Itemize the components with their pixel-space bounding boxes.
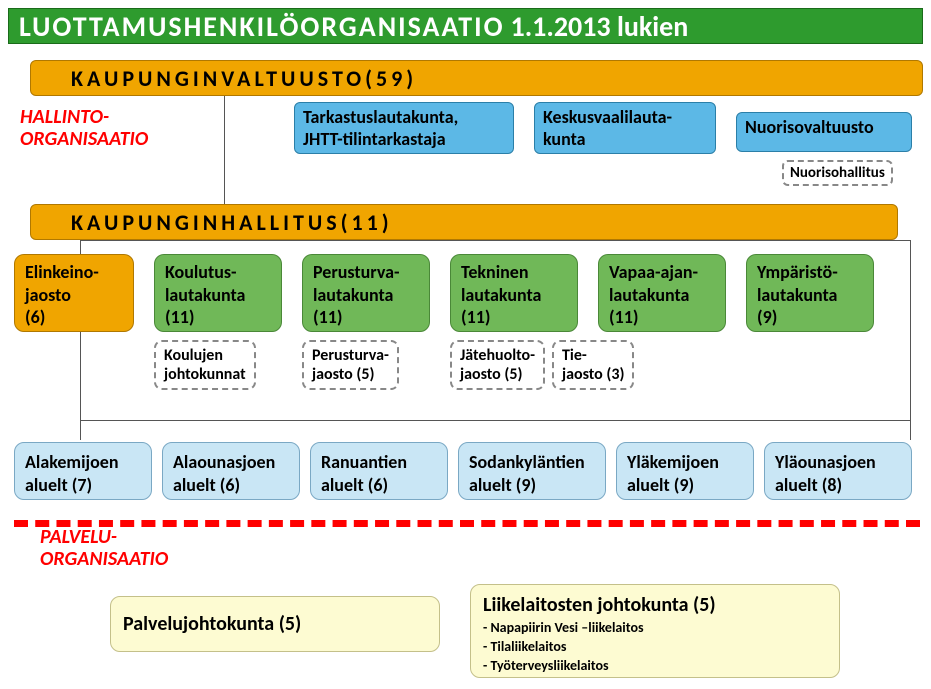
title-tail: 1.1.2013 lukien — [511, 9, 689, 44]
title-main: LUOTTAMUSHENKILÖORGANISAATIO — [19, 9, 505, 44]
tarkastuslautakunta: Tarkastuslautakunta, JHTT-tilintarkastaj… — [294, 102, 514, 154]
aluelt-row: Alakemijoen aluelt (7) Alaounasjoen alue… — [14, 442, 912, 500]
nuorisohallitus: Nuorisohallitus — [782, 160, 893, 186]
ranuantien: Ranuantien aluelt (6) — [310, 442, 448, 500]
alakemijoen: Alakemijoen aluelt (7) — [14, 442, 152, 500]
tiejaosto: Tie- jaosto (3) — [552, 340, 634, 390]
liikelaitos-item-0: - Napapiirin Vesi –liikelaitos — [483, 619, 827, 636]
line — [80, 240, 910, 241]
sodankylantien: Sodankyläntien aluelt (9) — [458, 442, 606, 500]
keskusvaalilautakunta: Keskusvaalilauta- kunta — [534, 102, 716, 154]
valtuusto-label: KAUPUNGINVALTUUSTO(59) — [71, 65, 417, 92]
liikelaitos-item-2: - Työterveysliikelaitos — [483, 657, 827, 674]
palvelu-label: PALVELU- ORGANISAATIO — [40, 526, 168, 570]
liikelaitos-title: Liikelaitosten johtokunta (5) — [483, 593, 827, 617]
hallinto-label: HALLINTO- ORGANISAATIO — [20, 106, 148, 150]
tekninen-lautakunta: Tekninen lautakunta (11) — [450, 254, 578, 332]
perusturvajaosto: Perusturva- jaosto (5) — [302, 340, 399, 390]
ylaounasjoen: Yläounasjoen aluelt (8) — [764, 442, 912, 500]
nuorisovaltuusto: Nuorisovaltuusto — [736, 112, 912, 152]
line — [224, 96, 225, 204]
palvelujohtokunta: Palvelujohtokunta (5) — [110, 596, 440, 652]
kaupunginhallitus: KAUPUNGINHALLITUS(11) — [30, 204, 898, 240]
vapaa-ajan-lautakunta: Vapaa-ajan- lautakunta (11) — [598, 254, 726, 332]
hallitus-label: KAUPUNGINHALLITUS(11) — [71, 209, 393, 236]
main-boxes-row: Elinkeino- jaosto (6) Koulutus- lautakun… — [14, 254, 874, 332]
liikelaitos-item-1: - Tilaliikelaitos — [483, 638, 827, 655]
line — [910, 240, 911, 440]
jatehuoltojaosto: Jätehuolto- jaosto (5) — [450, 340, 545, 390]
liikelaitosten-johtokunta: Liikelaitosten johtokunta (5) - Napapiir… — [470, 584, 840, 678]
palvelujohtokunta-label: Palvelujohtokunta (5) — [123, 612, 427, 636]
alaounasjoen: Alaounasjoen aluelt (6) — [162, 442, 300, 500]
line — [80, 420, 910, 421]
perusturvalautakunta: Perusturva- lautakunta (11) — [302, 254, 430, 332]
title-banner: LUOTTAMUSHENKILÖORGANISAATIO 1.1.2013 lu… — [8, 8, 923, 44]
ylakemijoen: Yläkemijoen aluelt (9) — [616, 442, 754, 500]
koulutuslautakunta: Koulutus- lautakunta (11) — [154, 254, 282, 332]
kaupunginvaltuusto: KAUPUNGINVALTUUSTO(59) — [30, 60, 923, 96]
koulujen-johtokunnat: Koulujen johtokunnat — [154, 340, 256, 390]
elinkeinojaosto: Elinkeino- jaosto (6) — [14, 254, 134, 332]
ymparistolautakunta: Ympäristö- lautakunta (9) — [746, 254, 874, 332]
